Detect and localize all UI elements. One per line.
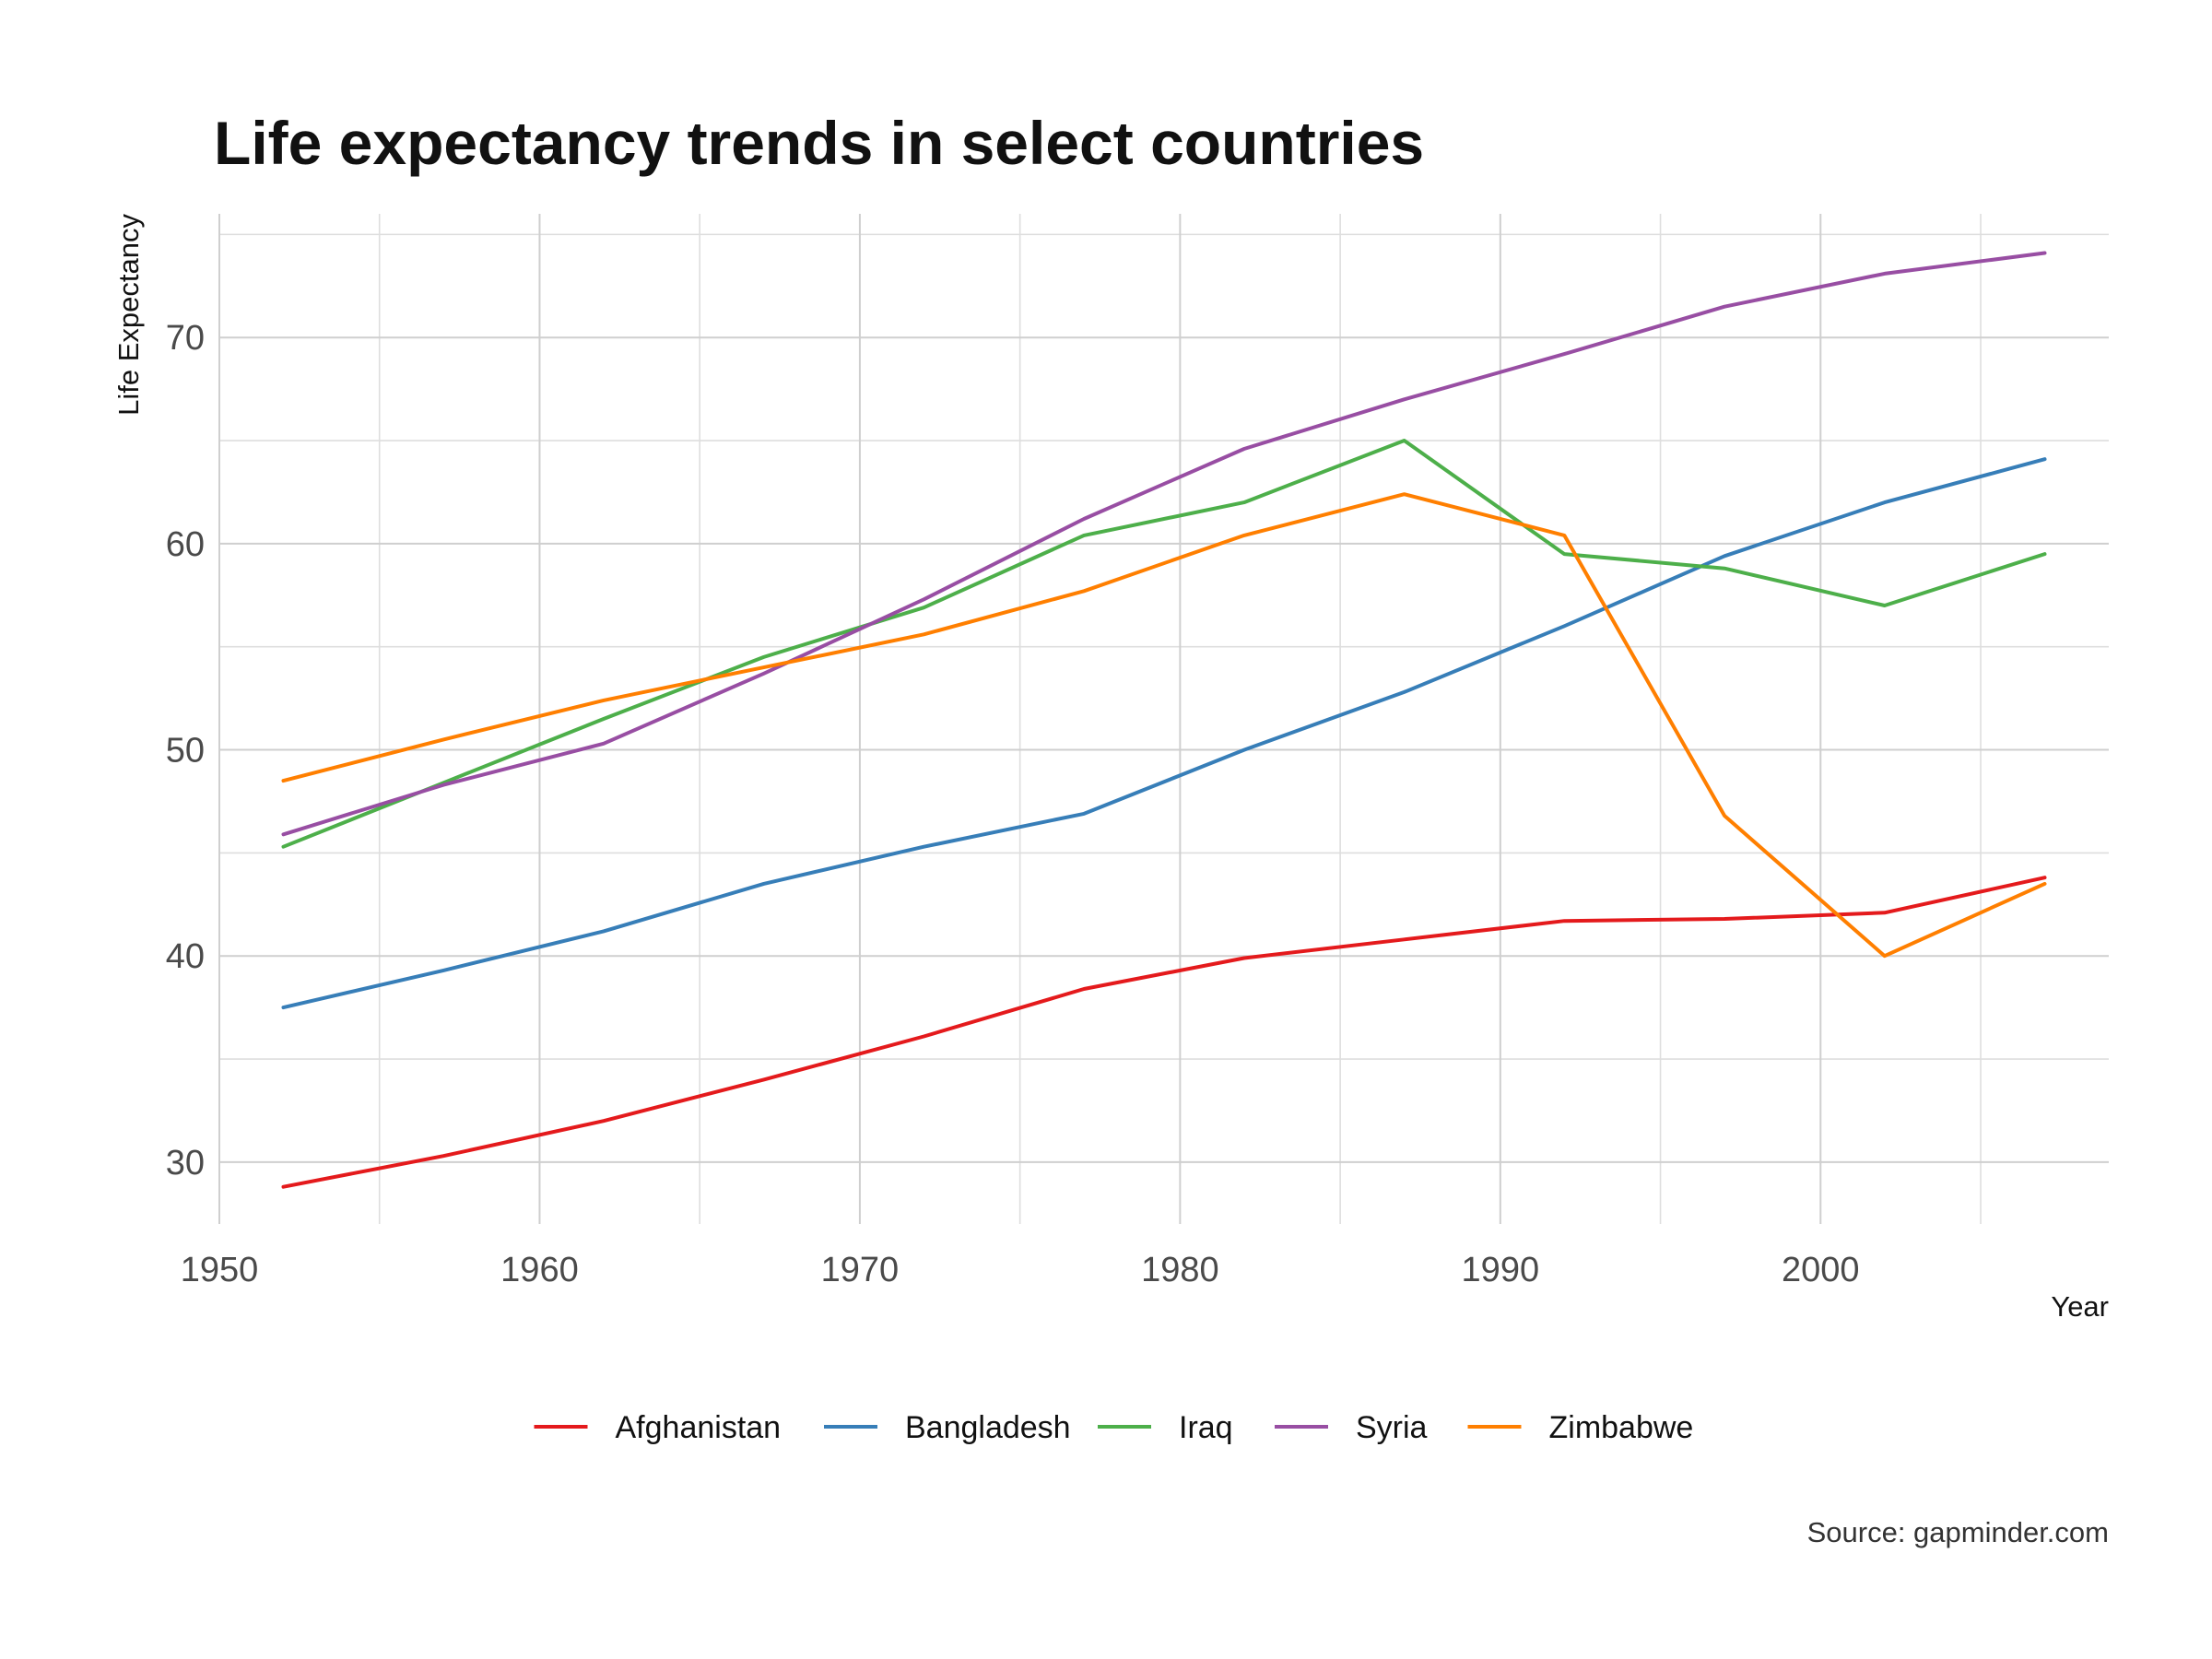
legend-item-afghanistan: Afghanistan [534, 1410, 782, 1445]
legend-label: Zimbabwe [1549, 1410, 1694, 1445]
legend-label: Afghanistan [616, 1410, 782, 1445]
legend-label: Iraq [1179, 1410, 1233, 1445]
x-axis-title: Year [2051, 1290, 2109, 1323]
y-tick-label: 70 [166, 319, 205, 358]
legend-item-bangladesh: Bangladesh [824, 1410, 1071, 1445]
series-line-zimbabwe [281, 492, 2047, 959]
series-line-afghanistan [281, 876, 2047, 1189]
y-tick-label: 50 [166, 732, 205, 771]
series-lines [281, 251, 2047, 1189]
series-line-iraq [281, 439, 2047, 849]
y-tick-label: 60 [166, 525, 205, 564]
y-axis-tick-labels: 30 40 50 60 70 [166, 319, 205, 1182]
x-tick-label: 1990 [1462, 1251, 1540, 1289]
x-tick-label: 1980 [1141, 1251, 1219, 1289]
x-tick-label: 1950 [181, 1251, 259, 1289]
minor-gridlines [219, 214, 2109, 1224]
major-gridlines [218, 214, 2109, 1224]
series-line-bangladesh [281, 457, 2047, 1010]
legend-label: Bangladesh [905, 1410, 1071, 1445]
x-tick-label: 1970 [821, 1251, 900, 1289]
y-tick-label: 40 [166, 937, 205, 976]
source-caption: Source: gapminder.com [1807, 1516, 2109, 1548]
y-axis-title: Life Expectancy [112, 214, 145, 416]
x-tick-label: 2000 [1782, 1251, 1860, 1289]
legend-item-zimbabwe: Zimbabwe [1467, 1410, 1694, 1445]
legend-item-syria: Syria [1275, 1410, 1428, 1445]
legend-label: Syria [1356, 1410, 1428, 1445]
x-axis-tick-labels: 1950 1960 1970 1980 1990 2000 [181, 1251, 1860, 1289]
chart-title: Life expectancy trends in select countri… [214, 109, 1424, 177]
series-line-syria [281, 251, 2047, 837]
legend-item-iraq: Iraq [1098, 1410, 1233, 1445]
legend: Afghanistan Bangladesh Iraq Syria Zimbabwe [534, 1410, 1694, 1445]
y-tick-label: 30 [166, 1144, 205, 1182]
x-tick-label: 1960 [500, 1251, 579, 1289]
